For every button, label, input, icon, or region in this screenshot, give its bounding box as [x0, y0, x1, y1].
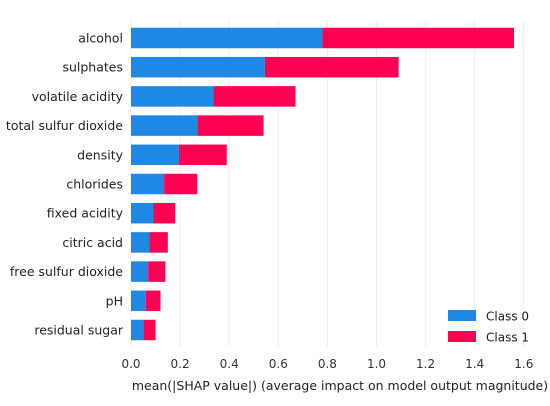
bar-class1-alcohol: [322, 28, 513, 49]
x-tick-label: 0.2: [171, 357, 190, 371]
category-label: volatile acidity: [32, 89, 124, 104]
bar-class0-volatile-acidity: [131, 86, 213, 107]
x-tick-label: 0.6: [269, 357, 288, 371]
category-label: total sulfur dioxide: [6, 118, 123, 133]
bar-class0-residual-sugar: [131, 320, 143, 341]
category-label: sulphates: [62, 60, 123, 75]
bar-class1-pH: [146, 291, 161, 312]
bar-class1-fixed-acidity: [153, 203, 175, 224]
bar-class0-fixed-acidity: [131, 203, 153, 224]
x-tick-labels: 0.0 0.2 0.4 0.6 0.8 1.0 1.2 1.4 1.6: [121, 357, 533, 371]
category-label: residual sugar: [34, 323, 124, 338]
x-axis-title: mean(|SHAP value|) (average impact on mo…: [132, 378, 548, 393]
legend-entry: Class 1: [486, 331, 529, 345]
category-label: alcohol: [78, 31, 123, 46]
x-tick-label: 0.8: [318, 357, 337, 371]
x-tick-label: 1.4: [465, 357, 484, 371]
bar-class0-citric-acid: [131, 232, 149, 253]
category-label: citric acid: [62, 235, 123, 250]
bar-class0-chlorides: [131, 174, 164, 195]
bar-class0-pH: [131, 291, 146, 312]
x-tick-label: 0.0: [121, 357, 140, 371]
bar-class0-free-sulfur-dioxide: [131, 261, 148, 282]
x-tick-label: 0.4: [220, 357, 239, 371]
bar-class1-citric-acid: [149, 232, 167, 253]
category-label: density: [77, 147, 123, 162]
category-label: chlorides: [66, 177, 123, 192]
x-tick-label: 1.0: [367, 357, 386, 371]
category-label: free sulfur dioxide: [10, 264, 123, 279]
bar-class0-total-sulfur-dioxide: [131, 115, 197, 136]
bar-class0-alcohol: [131, 28, 322, 49]
bar-class1-sulphates: [265, 57, 399, 77]
bar-class1-density: [179, 145, 227, 166]
bar-class1-residual-sugar: [143, 320, 155, 341]
bar-class1-total-sulfur-dioxide: [197, 115, 263, 136]
x-tick-label: 1.6: [514, 357, 533, 371]
x-tick-label: 1.2: [416, 357, 435, 371]
category-label: fixed acidity: [47, 206, 124, 221]
category-label: pH: [106, 293, 123, 308]
bar-class0-sulphates: [131, 57, 265, 77]
bar-class1-free-sulfur-dioxide: [148, 261, 165, 282]
legend-swatch: [448, 310, 476, 321]
bar-class1-chlorides: [164, 174, 197, 195]
legend-swatch: [448, 331, 476, 342]
legend-entry: Class 0: [486, 310, 529, 324]
bar-class0-density: [131, 145, 179, 166]
bar-class1-volatile-acidity: [213, 86, 295, 107]
